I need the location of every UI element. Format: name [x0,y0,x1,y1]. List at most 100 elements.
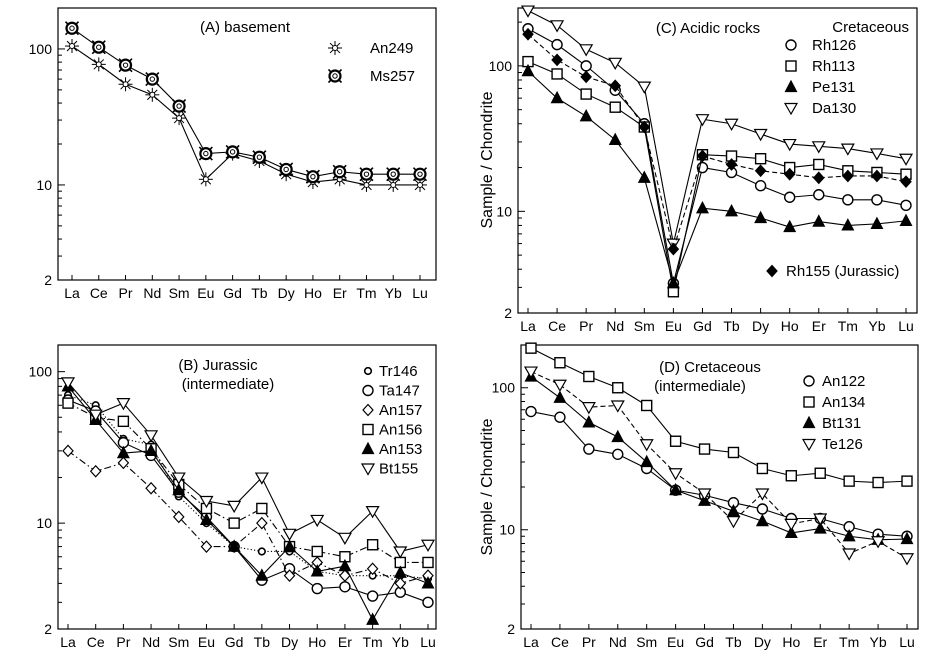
data-point [282,528,297,542]
x-tick-label: Ho [781,318,799,334]
x-tick-label: Nd [142,634,160,650]
data-point [88,409,103,422]
data-point [117,456,130,470]
data-point [117,415,130,428]
data-point [725,204,739,217]
series-unlabeled-4 [522,27,912,256]
data-point [695,114,710,127]
series-line [67,385,429,621]
legend-label: Da130 [812,100,856,117]
data-point [726,503,740,517]
x-tick-label: Ce [87,634,105,650]
legend-marker [803,375,815,387]
x-tick-label: Eu [667,634,684,650]
y-tick-label: 2 [507,621,515,637]
data-point [669,482,683,496]
data-point [420,539,436,552]
x-tick-label: Tb [254,634,271,650]
data-point [782,138,797,152]
legend-footer: Rh155 (Jurassic) [786,263,899,280]
legend: An122 An134 Bt131 Te126 [801,373,865,453]
data-point [637,81,652,94]
data-point [814,467,826,479]
data-point [841,218,855,231]
data-point [899,213,913,226]
data-point [525,405,537,418]
data-point [898,153,914,166]
data-point [583,443,595,455]
data-point [227,539,241,552]
data-point [843,475,855,487]
data-point [725,158,738,171]
series-line [71,27,420,178]
series-line [67,382,429,553]
data-point [640,454,654,468]
y-tick-label: 10 [499,522,515,538]
x-tick-label: Tm [839,634,859,650]
data-point [359,177,374,192]
series-line [530,371,908,559]
x-tick-label: La [520,318,536,334]
data-point [171,472,186,485]
series-bt155 [60,377,436,559]
data-point [580,70,592,84]
data-point [359,167,374,182]
data-point [172,482,186,496]
data-point [900,175,912,189]
data-point [783,219,797,233]
y-axis-label: Sample / Chondrite [479,91,496,228]
data-point [550,20,565,33]
x-tick-label: Gd [695,634,714,650]
data-point [754,210,768,224]
x-tick-label: Lu [898,318,914,334]
x-tick-label: Sm [168,634,189,650]
y-tick-label: 100 [29,41,53,57]
data-point [812,214,826,227]
data-point [62,444,74,458]
data-point [365,506,380,519]
y-axis-label: Sample / Chondrite [479,418,496,555]
x-tick-label: Lu [899,634,915,650]
x-tick-label: La [523,634,539,650]
data-point [666,276,680,289]
x-tick-label: Sm [636,634,657,650]
x-tick-label: Ho [304,285,322,301]
data-point [900,531,914,545]
data-point [62,397,74,409]
legend-label: Ms257 [370,68,415,85]
x-tick-label: Tb [723,318,740,334]
x-tick-label: Tm [356,285,376,301]
data-point [901,475,913,487]
data-point [199,495,214,509]
legend-label: An157 [379,402,422,419]
data-point [611,429,625,443]
legend-label: Rh113 [812,58,855,75]
data-point [869,148,884,161]
x-tick-label: Gd [693,318,712,334]
legend-marker [363,366,373,376]
data-point [698,443,711,455]
plot-frame [57,344,437,630]
data-point [283,569,296,583]
data-point [637,170,651,183]
data-point [552,379,567,392]
x-tick-label: Tm [838,318,858,334]
data-point [393,565,407,578]
data-point [695,200,709,214]
x-tick-label: Sm [634,318,655,334]
legend-label: An134 [822,394,865,411]
x-tick-label: Ho [782,634,800,650]
data-point [64,21,80,36]
data-point [116,398,131,411]
legend-marker [360,463,376,476]
series-da130 [520,5,914,251]
data-point [252,150,267,165]
x-tick-label: Ce [548,318,566,334]
x-tick-label: Er [812,318,826,334]
x-tick-label: Eu [665,318,682,334]
data-point [840,143,855,156]
data-point [813,189,825,201]
legend-label: Bt155 [379,461,418,478]
data-point [145,72,160,87]
data-point [579,44,594,57]
